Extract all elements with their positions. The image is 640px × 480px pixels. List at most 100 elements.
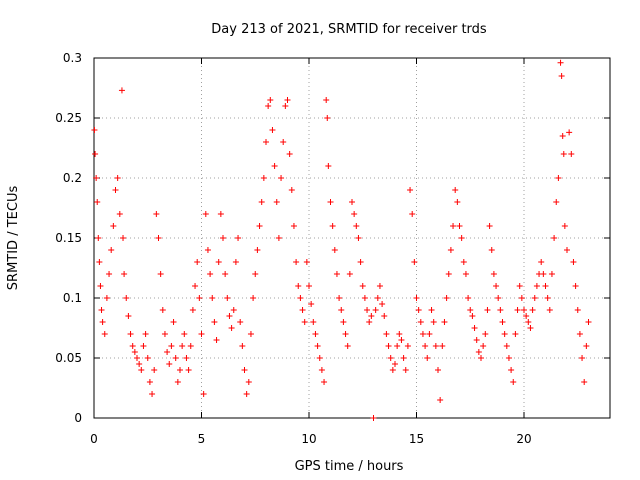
- data-point: [306, 283, 312, 289]
- data-point: [480, 343, 487, 349]
- data-point: [447, 247, 454, 253]
- data-point: [379, 301, 386, 307]
- data-point: [353, 223, 360, 229]
- data-point: [521, 307, 527, 313]
- data-point: [92, 151, 99, 157]
- data-point: [329, 223, 336, 229]
- data-point: [168, 343, 175, 349]
- data-point: [301, 319, 308, 325]
- data-point: [527, 325, 534, 331]
- data-point: [542, 283, 549, 289]
- data-point: [324, 115, 331, 121]
- data-point: [579, 355, 586, 361]
- data-point: [456, 223, 463, 229]
- data-point: [198, 331, 205, 337]
- data-point: [503, 343, 510, 349]
- data-point: [127, 331, 134, 337]
- data-point: [314, 343, 321, 349]
- data-point: [570, 259, 577, 265]
- data-point: [529, 307, 536, 313]
- data-point: [501, 331, 508, 337]
- data-point: [293, 259, 300, 265]
- data-point: [361, 295, 368, 301]
- data-point: [209, 295, 216, 301]
- data-point: [396, 331, 403, 337]
- data-point: [325, 163, 332, 169]
- data-point: [331, 247, 338, 253]
- data-point: [295, 283, 302, 289]
- data-point: [94, 199, 101, 205]
- data-point: [101, 331, 108, 337]
- data-point: [458, 235, 465, 241]
- data-point: [525, 319, 532, 325]
- data-point: [460, 259, 467, 265]
- data-point: [247, 331, 254, 337]
- data-point: [471, 325, 478, 331]
- data-point: [559, 133, 566, 139]
- data-point: [493, 283, 500, 289]
- data-point: [385, 343, 392, 349]
- data-point: [146, 379, 153, 385]
- data-point: [512, 331, 519, 337]
- data-point: [357, 259, 364, 265]
- data-point: [398, 337, 405, 343]
- data-point: [114, 175, 121, 181]
- data-point: [531, 295, 538, 301]
- data-point: [118, 87, 125, 94]
- data-point: [207, 271, 214, 277]
- data-point: [510, 379, 517, 385]
- data-point: [387, 355, 394, 361]
- data-point: [142, 331, 149, 337]
- data-point: [452, 187, 459, 193]
- data-point: [400, 355, 407, 361]
- data-point: [514, 307, 521, 313]
- data-point: [346, 271, 353, 277]
- data-point: [435, 367, 441, 373]
- data-point: [99, 319, 106, 325]
- data-point: [508, 367, 515, 373]
- data-point: [136, 361, 143, 367]
- data-point: [538, 259, 545, 265]
- data-point: [230, 307, 237, 313]
- data-point: [473, 337, 480, 343]
- data-point: [200, 391, 207, 397]
- data-point: [428, 307, 435, 313]
- data-point: [164, 349, 171, 355]
- data-point: [213, 337, 220, 343]
- x-axis-label: GPS time / hours: [295, 459, 404, 474]
- data-point: [215, 259, 222, 265]
- data-point: [518, 295, 525, 301]
- data-point: [333, 271, 340, 277]
- y-axis-label: SRMTID / TECUs: [6, 186, 21, 291]
- x-tick-label: 0: [90, 432, 98, 446]
- data-point: [533, 283, 540, 289]
- data-point: [297, 295, 304, 301]
- data-point: [374, 295, 381, 301]
- x-tick-label: 10: [301, 432, 316, 446]
- y-tick-label: 0.15: [55, 231, 82, 245]
- plot-frame: [93, 57, 611, 419]
- data-point: [437, 397, 444, 403]
- data-point: [110, 223, 117, 229]
- data-point: [181, 331, 188, 337]
- data-point: [540, 271, 547, 277]
- data-point: [204, 247, 211, 253]
- data-point: [280, 139, 287, 145]
- data-point: [217, 211, 224, 217]
- data-point: [228, 325, 235, 331]
- data-point: [91, 127, 98, 133]
- x-tick-label: 20: [516, 432, 531, 446]
- data-point: [271, 163, 278, 169]
- data-point: [546, 307, 553, 313]
- data-point: [308, 301, 315, 307]
- data-point: [108, 247, 115, 253]
- data-point: [344, 343, 351, 349]
- data-point: [564, 247, 570, 253]
- data-point: [179, 343, 186, 349]
- data-point: [488, 247, 495, 253]
- data-point: [222, 271, 229, 277]
- data-point: [120, 235, 127, 241]
- data-point: [426, 331, 433, 337]
- data-point: [299, 307, 306, 313]
- data-point: [338, 307, 345, 313]
